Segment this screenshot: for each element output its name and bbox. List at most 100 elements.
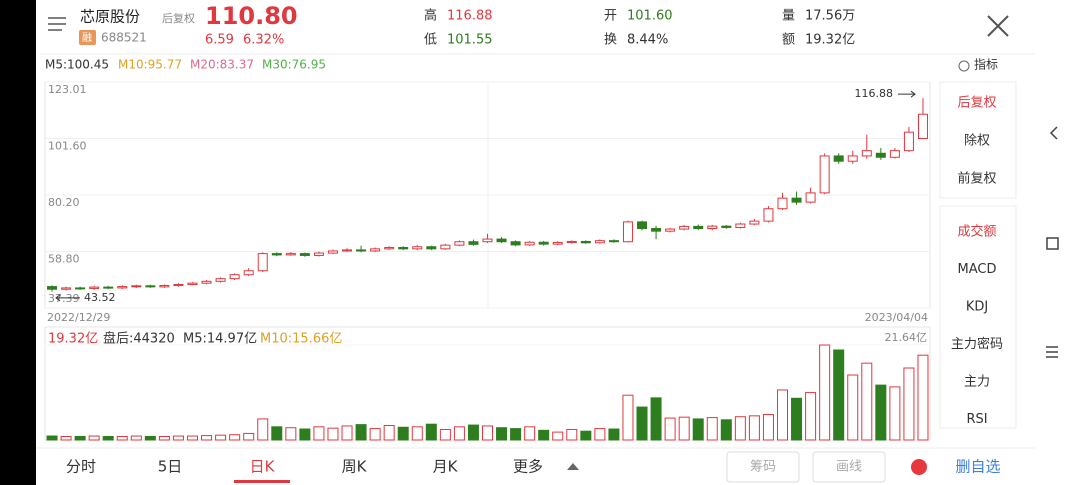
adjust-option[interactable]: 前复权 <box>957 171 996 187</box>
volume-bar <box>341 425 353 441</box>
volume-bar <box>397 426 409 441</box>
tab[interactable]: 5日 <box>158 458 183 476</box>
adjust-label: 后复权 <box>162 11 195 25</box>
indicator-option[interactable]: 成交额 <box>957 224 996 240</box>
volume-bar <box>46 435 58 441</box>
volume-bar <box>917 354 929 441</box>
y-tick-label: 58.80 <box>48 252 80 265</box>
indicator-option[interactable]: 主力密码 <box>951 336 1003 352</box>
button-frame[interactable] <box>726 451 800 483</box>
indicator-button[interactable]: 指标 <box>974 57 998 72</box>
price-chart: 123.01 101.60 80.20 58.80 37.39 2022/12/29 202… <box>45 81 930 324</box>
y-tick-label: 80.20 <box>48 196 80 209</box>
button-frame[interactable] <box>812 451 886 483</box>
indicator-option[interactable]: KDJ <box>966 300 988 315</box>
candle-body <box>103 286 114 289</box>
volume-bar <box>777 389 788 441</box>
candle-body <box>903 131 914 152</box>
tab[interactable]: 分时 <box>66 458 96 476</box>
volume-bar <box>847 374 859 441</box>
volume-bar <box>383 425 395 441</box>
volume-bar <box>229 434 241 441</box>
badge-bg <box>79 30 96 45</box>
volume-bar <box>102 435 114 441</box>
indicator-option[interactable]: MACD <box>958 262 997 277</box>
indicator-option[interactable]: 主力 <box>964 375 990 390</box>
volume-bar <box>411 426 423 441</box>
volume-bar <box>538 429 550 441</box>
turnover: 8.44% <box>627 33 668 48</box>
adjust-option[interactable]: 除权 <box>964 133 990 149</box>
min-arrowhead <box>55 294 61 302</box>
min-label: 43.52 <box>84 291 116 304</box>
volume-bar <box>622 394 634 441</box>
volume-bar <box>720 419 732 441</box>
menu-icon[interactable] <box>48 17 66 31</box>
volume-bar <box>805 392 817 441</box>
volume-bar <box>201 435 213 441</box>
candle-body <box>805 192 816 203</box>
volume-bar <box>313 426 325 441</box>
button[interactable]: 画线 <box>836 460 862 475</box>
tab[interactable]: 日K <box>250 458 276 476</box>
candle-body <box>426 246 437 250</box>
volume-bar <box>552 431 564 441</box>
candle-body <box>285 253 296 256</box>
volume-bar <box>636 406 648 441</box>
tab-bar: 分时 5日 日K 周K 月K 更多 筹码 画线 删自选 <box>36 447 1035 483</box>
candle-body <box>538 241 549 245</box>
volume-chart: 21.64亿 19.32亿 盘后:44320 M5:14.97亿 M10:15.66亿 <box>45 331 930 441</box>
volume-bar <box>861 362 873 441</box>
candle-body <box>342 249 353 252</box>
candle-body <box>693 225 704 230</box>
open: 101.60 <box>627 9 673 24</box>
volume-bar <box>172 435 184 441</box>
volume-bar <box>482 425 493 441</box>
volume-bar <box>299 428 311 441</box>
tab[interactable]: 月K <box>433 458 459 476</box>
volume-bar <box>748 415 760 441</box>
candle-body <box>75 287 86 290</box>
volume-bar <box>875 384 887 441</box>
button[interactable]: 筹码 <box>750 459 776 475</box>
volume-bar <box>664 417 676 441</box>
volume-label: 量 <box>782 9 795 24</box>
volume-bar <box>355 424 367 441</box>
candle-body <box>552 242 563 245</box>
volume-bar <box>678 416 690 441</box>
tab[interactable]: 更多 <box>513 458 543 476</box>
record-dot[interactable] <box>911 459 927 475</box>
candle-body <box>707 225 718 230</box>
candle-body <box>777 197 788 210</box>
nav-home[interactable] <box>1046 237 1059 250</box>
volume-bar <box>496 427 508 441</box>
ma-legend: M5:100.45 M10:95.77 M20:83.37 M30:76.95 <box>45 58 326 72</box>
volume-bar <box>88 435 100 441</box>
volume-bar <box>580 430 592 441</box>
close-button[interactable] <box>987 15 1009 37</box>
ma-label: M20:83.37 <box>190 58 254 72</box>
volume-bar <box>833 349 845 441</box>
volume-bar <box>425 423 437 441</box>
volume-bar <box>889 386 901 441</box>
nav-menu[interactable] <box>1046 346 1058 358</box>
indicator-option[interactable]: RSI <box>966 412 987 427</box>
candle-body <box>370 248 381 252</box>
volume-bar <box>243 432 255 441</box>
candle-body <box>580 240 591 244</box>
candle-body <box>651 228 662 232</box>
volume-bar <box>60 435 72 441</box>
candle-body <box>201 280 212 284</box>
watchlist-button[interactable]: 删自选 <box>955 458 1000 476</box>
candle-body <box>313 252 324 256</box>
left-edge <box>0 0 36 485</box>
volume-bar <box>903 367 915 441</box>
badge: 融 <box>82 32 92 44</box>
adjust-option[interactable]: 后复权 <box>957 95 996 111</box>
indicator-icon <box>958 60 970 72</box>
candle-body <box>145 285 156 288</box>
nav-back[interactable] <box>1049 126 1058 140</box>
tab[interactable]: 周K <box>342 458 368 476</box>
